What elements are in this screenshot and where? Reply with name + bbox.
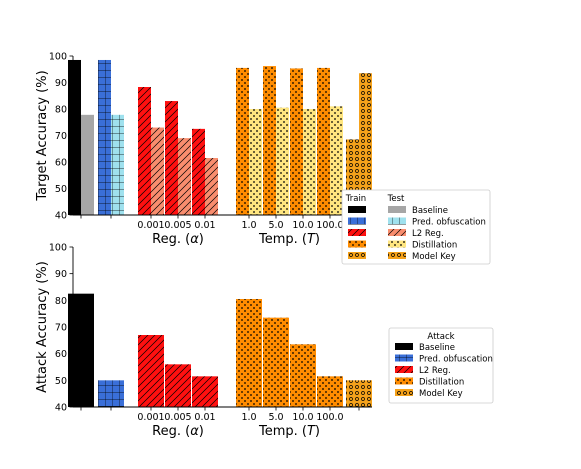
legend-column-train: Train xyxy=(345,194,366,204)
x-tick-label: 0.001 xyxy=(137,412,164,423)
bar-test-dist-5 xyxy=(249,109,262,215)
x-tick-label: 5.0 xyxy=(268,412,283,423)
legend-swatch-test-model_key xyxy=(388,252,406,259)
legend-label: Distillation xyxy=(419,378,464,388)
bar-attack-obf-1 xyxy=(98,380,124,407)
bar-attack-dist-7 xyxy=(290,344,316,407)
legend-label: Distillation xyxy=(412,241,457,251)
x-tick-label: 0.01 xyxy=(194,412,215,423)
x-tick-label: 0.001 xyxy=(137,220,164,231)
bar-attack-dist-8 xyxy=(317,376,343,407)
bar-attack-l2-4 xyxy=(192,376,218,407)
y-tick-label: 90 xyxy=(55,269,67,280)
bar-test-dist-6 xyxy=(276,107,289,215)
legend-swatch-test-l2 xyxy=(388,229,406,236)
bar-attack-baseline-0 xyxy=(68,293,94,407)
bar-train-baseline-0 xyxy=(68,59,81,215)
legend-swatch-dist xyxy=(395,377,413,385)
bar-test-baseline-0 xyxy=(81,114,94,215)
legend-title: Attack xyxy=(427,332,454,342)
bar-test-l2-4 xyxy=(205,158,218,215)
y-tick-label: 60 xyxy=(55,158,67,169)
y-tick-label: 40 xyxy=(55,211,67,222)
legend-label: L2 Reg. xyxy=(412,229,444,239)
x-tick-label: 5.0 xyxy=(268,220,283,231)
y-tick-label: 100 xyxy=(49,52,67,63)
bar-test-dist-8 xyxy=(330,106,343,215)
legend-label: Model Key xyxy=(412,252,456,262)
legend-swatch-train-baseline xyxy=(348,206,366,213)
legend-swatch-train-model_key xyxy=(348,252,366,259)
group-label-reg: Reg. (α) xyxy=(152,424,204,439)
bar-train-dist-7 xyxy=(290,68,303,215)
y-tick-label: 40 xyxy=(55,403,67,414)
x-tick-label: 0.005 xyxy=(164,412,191,423)
y-tick-label: 50 xyxy=(55,184,67,195)
y-tick-label: 70 xyxy=(55,323,67,334)
bar-train-dist-8 xyxy=(317,67,330,215)
legend-label: Baseline xyxy=(419,343,455,353)
bar-attack-model_key-9 xyxy=(346,380,372,407)
legend-swatch-test-dist xyxy=(388,240,406,248)
legend-label: Baseline xyxy=(412,206,448,216)
legend-swatch-baseline xyxy=(395,343,413,350)
attack-accuracy-panel: 40 50 60 70 80 90 100 0.001 0.005 0.01 1.0 5.0 10.0 1… xyxy=(35,243,494,439)
x-tick-label: 10.0 xyxy=(292,220,313,231)
bar-train-dist-6 xyxy=(263,66,276,215)
bar-train-l2-4 xyxy=(192,128,205,215)
bar-train-obf-1 xyxy=(98,59,111,215)
bar-attack-l2-2 xyxy=(138,335,164,407)
bar-test-model_key-9 xyxy=(359,73,372,215)
x-tick-label: 0.005 xyxy=(164,220,191,231)
y-tick-label: 90 xyxy=(55,78,67,89)
group-label-reg: Reg. (α) xyxy=(152,232,204,247)
bar-test-l2-2 xyxy=(151,127,164,215)
y-axis-label: Attack Accuracy (%) xyxy=(35,261,50,393)
y-tick-label: 70 xyxy=(55,131,67,142)
bar-test-dist-7 xyxy=(303,109,316,215)
bar-train-dist-5 xyxy=(236,67,249,215)
y-tick-label: 60 xyxy=(55,349,67,360)
x-tick-label: 0.01 xyxy=(194,220,215,231)
group-label-temp: Temp. (T) xyxy=(258,424,320,439)
x-tick-label: 10.0 xyxy=(292,412,313,423)
y-tick-label: 80 xyxy=(55,296,67,307)
legend-swatch-train-l2 xyxy=(348,229,366,236)
group-label-temp: Temp. (T) xyxy=(258,232,320,247)
bar-attack-dist-6 xyxy=(263,317,289,407)
legend-swatch-train-obf xyxy=(348,217,366,225)
legend-swatch-test-baseline xyxy=(388,206,406,213)
x-tick-label: 1.0 xyxy=(241,220,256,231)
bar-attack-dist-5 xyxy=(236,299,262,407)
legend-swatch-model_key xyxy=(395,389,413,396)
legend-swatch-test-obf xyxy=(388,217,406,225)
bar-attack-l2-3 xyxy=(165,364,191,407)
y-tick-label: 80 xyxy=(55,105,67,116)
legend-label: Pred. obfuscation xyxy=(419,355,493,365)
x-tick-label: 1.0 xyxy=(241,412,256,423)
bar-train-l2-3 xyxy=(165,101,178,215)
legend-column-test: Test xyxy=(387,194,405,204)
x-tick-label: 100.0 xyxy=(316,412,343,423)
y-axis-label: Target Accuracy (%) xyxy=(35,70,50,201)
y-tick-label: 100 xyxy=(49,243,67,254)
legend-label: L2 Reg. xyxy=(419,366,451,376)
legend-swatch-l2 xyxy=(395,366,413,373)
y-tick-label: 50 xyxy=(55,376,67,387)
x-tick-label: 100.0 xyxy=(316,220,343,231)
legend-label: Pred. obfuscation xyxy=(412,218,486,228)
bar-test-l2-3 xyxy=(178,138,191,215)
legend-swatch-obf xyxy=(395,354,413,362)
bar-test-obf-1 xyxy=(111,114,124,215)
legend-label: Model Key xyxy=(419,389,463,399)
legend-swatch-train-dist xyxy=(348,240,366,248)
bar-train-l2-2 xyxy=(138,87,151,215)
